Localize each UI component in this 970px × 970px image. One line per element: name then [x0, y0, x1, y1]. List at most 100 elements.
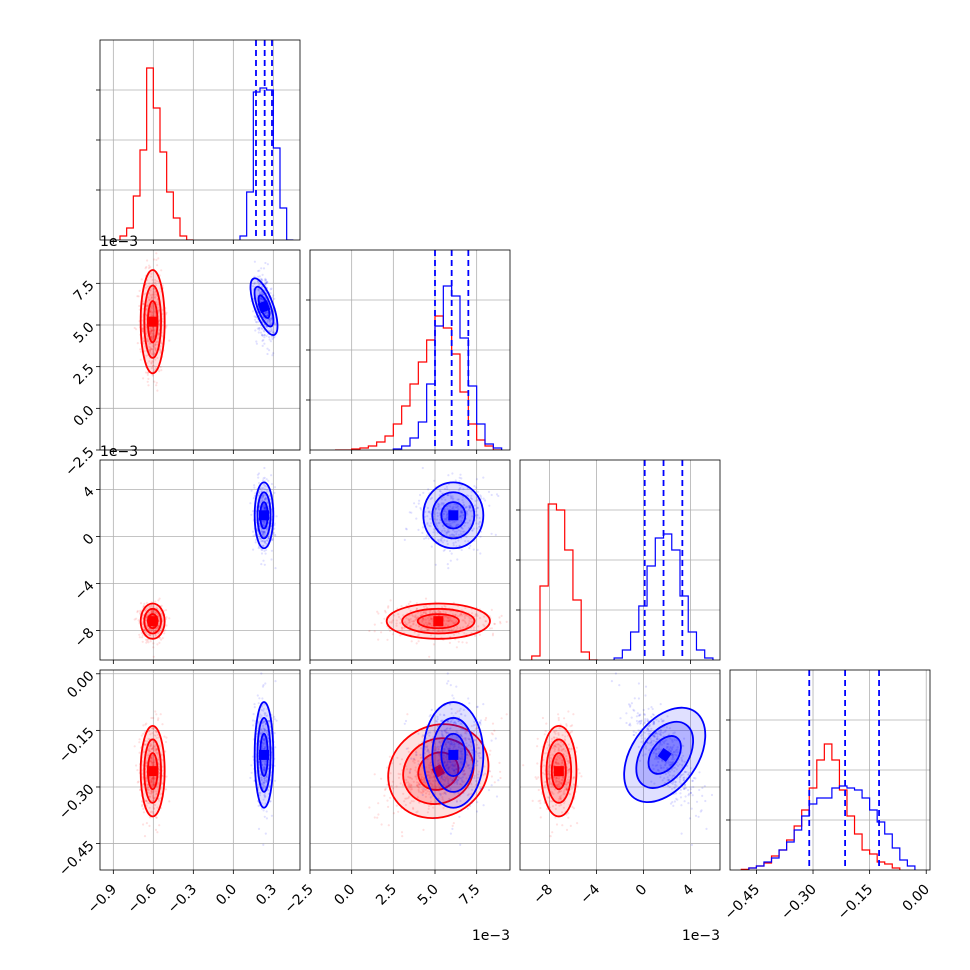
scatter-point — [264, 507, 267, 510]
scatter-point — [149, 310, 152, 314]
scatter-point — [432, 779, 435, 783]
scatter-point — [479, 787, 482, 790]
scatter-point — [273, 522, 276, 525]
scatter-point — [154, 710, 157, 713]
scatter-point — [387, 824, 390, 827]
scatter-point — [452, 745, 455, 749]
scatter-point — [416, 611, 419, 614]
scatter-point — [256, 694, 259, 697]
scatter-point — [151, 777, 154, 780]
contour-line — [253, 701, 275, 809]
scatter-point — [153, 797, 156, 800]
scatter-point — [274, 680, 277, 683]
scatter-point — [473, 485, 476, 488]
scatter-point — [266, 315, 269, 318]
scatter-point — [145, 265, 148, 269]
scatter-point — [440, 719, 443, 722]
scatter-point — [454, 614, 457, 617]
x-tick-label: 2.5 — [373, 882, 400, 909]
scatter-point — [147, 754, 150, 757]
scatter-point — [416, 784, 419, 787]
scatter-point — [472, 730, 475, 733]
scatter-point — [262, 494, 265, 497]
scatter-point — [164, 740, 168, 744]
scatter-point — [472, 724, 475, 727]
scatter-point — [447, 616, 450, 619]
scatter-point — [447, 767, 450, 771]
scatter-point — [380, 631, 383, 634]
scatter-point — [466, 794, 469, 797]
scatter-point — [410, 640, 413, 643]
scatter-point — [262, 760, 265, 763]
scatter-point — [438, 508, 441, 511]
scatter-point — [152, 807, 155, 810]
scatter-point — [264, 507, 267, 510]
scatter-point — [406, 768, 409, 771]
scatter-point — [490, 493, 493, 497]
scatter-point — [264, 795, 267, 798]
scatter-point — [417, 790, 420, 793]
scatter-point — [459, 532, 462, 535]
scatter-point — [155, 381, 158, 384]
y-tick-label: −8 — [72, 625, 98, 651]
scatter-point — [410, 783, 413, 787]
scatter-point — [548, 765, 551, 768]
scatter-point — [258, 713, 261, 716]
scatter-point — [161, 625, 164, 628]
scatter-point — [493, 729, 496, 732]
scatter-point — [454, 745, 457, 748]
scatter-point — [437, 759, 440, 763]
scatter-point — [263, 730, 266, 733]
scatter-point — [412, 623, 415, 626]
scatter-point — [263, 768, 266, 771]
scatter-point — [443, 730, 446, 733]
scatter-point — [467, 737, 470, 740]
scatter-point — [147, 641, 150, 644]
scatter-point — [263, 342, 266, 345]
scatter-point — [466, 624, 470, 627]
scatter-point — [436, 720, 439, 723]
scatter-point — [150, 789, 153, 793]
scatter-point — [149, 816, 152, 819]
scatter-point — [395, 622, 398, 625]
panel-frame — [309, 459, 511, 661]
scatter-point — [460, 509, 463, 512]
scatter-point — [483, 765, 486, 768]
scatter-point — [164, 788, 168, 791]
scatter-point — [265, 780, 268, 783]
scatter-point — [445, 764, 448, 767]
scatter-point — [460, 752, 463, 755]
scatter-point — [393, 614, 396, 617]
scatter-point — [404, 527, 408, 530]
scatter-point — [161, 774, 164, 778]
scatter-point — [448, 520, 451, 523]
scatter-point — [438, 766, 441, 769]
scatter-point — [151, 761, 154, 764]
scatter-point — [553, 775, 556, 778]
scatter-point — [437, 752, 440, 755]
scatter-point — [154, 349, 157, 352]
scatter-point — [478, 720, 481, 724]
scatter-point — [261, 505, 264, 508]
panel-frame — [99, 249, 301, 451]
scatter-point — [443, 529, 446, 533]
scatter-point — [267, 536, 270, 539]
scatter-point — [160, 612, 163, 615]
scatter-point — [430, 740, 434, 744]
scatter-point — [451, 506, 454, 509]
scatter-point — [155, 751, 158, 755]
scatter-point — [436, 514, 439, 518]
scatter-point — [446, 542, 449, 546]
scatter-point — [421, 629, 424, 632]
scatter-point — [450, 533, 453, 536]
scatter-point — [424, 745, 427, 749]
scatter-point — [497, 779, 500, 782]
scatter-point — [418, 783, 422, 786]
scatter-point — [446, 672, 449, 675]
scatter-point — [455, 730, 458, 733]
scatter-point — [151, 334, 154, 337]
scatter-point — [476, 776, 479, 779]
scatter-point — [260, 728, 263, 731]
scatter-point — [441, 778, 444, 781]
scatter-point — [263, 796, 266, 799]
